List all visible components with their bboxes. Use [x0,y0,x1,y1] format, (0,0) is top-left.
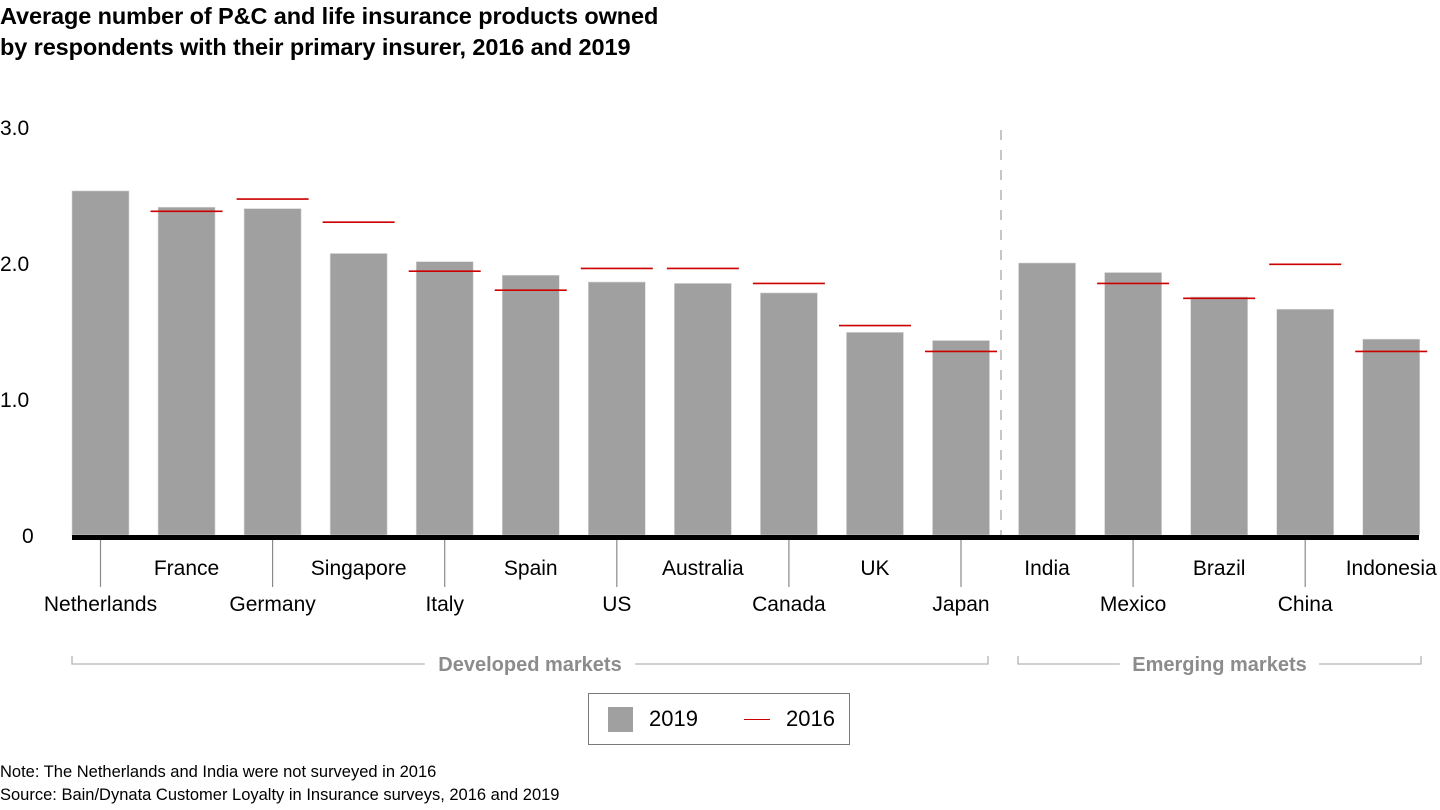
x-label-brazil: Brazil [1193,557,1246,580]
lines-2016 [150,198,1428,353]
x-label-singapore: Singapore [311,557,407,580]
x-label-france: France [154,557,219,580]
bar-2019-australia [674,283,732,536]
x-axis-baseline [72,535,1419,540]
bar-2019-china [1276,308,1334,536]
x-ticks [99,540,1306,587]
bar-2019-india [1018,262,1076,536]
bar-2019-france [157,206,216,536]
x-label-canada: Canada [752,593,826,616]
x-label-germany: Germany [229,593,316,616]
legend-label-2019: 2019 [649,706,698,731]
group-bracket-developed-markets [71,656,989,665]
bar-2019-singapore [329,253,388,536]
x-label-netherlands: Netherlands [44,593,157,616]
legend-item-2019: 2019 [608,694,698,744]
x-label-china: China [1278,593,1333,616]
bar-2019-indonesia [1362,338,1421,536]
x-labels: Netherlands France Germany Singapore Italy Sp… [44,557,1437,616]
bar-2019-us [587,281,646,536]
bar-2019-japan [932,340,990,536]
y-tick-label: 2.0 [0,253,29,276]
group-label-emerging-markets: Emerging markets [1132,654,1307,676]
y-axis: 0 1.0 2.0 3.0 [0,117,34,548]
footnotes: Note: The Netherlands and India were not… [0,761,560,807]
bar-2019-netherlands [71,190,130,536]
legend-line-2016 [744,718,770,720]
bar-2019-germany [243,208,302,536]
bar-2019-spain [501,274,560,536]
legend-swatch-2019 [608,706,633,732]
x-label-indonesia: Indonesia [1346,557,1437,580]
x-label-us: US [602,593,631,616]
group-bracket-emerging-markets [1017,656,1422,665]
bar-2019-mexico [1104,272,1162,536]
group-brackets: Developed markets Emerging markets [71,654,1422,676]
bar-2019-brazil [1190,296,1248,536]
x-label-spain: Spain [504,557,558,580]
chart-title-line-2: by respondents with their primary insure… [0,34,631,60]
x-label-australia: Australia [662,557,744,580]
bar-2019-italy [415,261,474,536]
bars-2019 [71,190,1421,536]
y-tick-label: 0 [22,525,34,548]
bar-2019-canada [760,292,818,536]
legend-label-2016: 2016 [786,706,835,731]
x-label-india: India [1024,557,1070,580]
x-label-uk: UK [860,557,889,580]
chart-title-line-1: Average number of P&C and life insurance… [0,3,659,29]
legend-item-2016: 2016 [744,694,835,744]
y-tick-label: 1.0 [0,389,29,412]
group-label-developed-markets: Developed markets [438,654,621,676]
x-label-italy: Italy [425,593,464,616]
y-tick-label: 3.0 [0,117,29,140]
bar-chart: 0 1.0 2.0 3.0 Netherlands France Germany Singa… [0,117,1437,676]
x-label-japan: Japan [932,593,989,616]
bar-2019-uk [846,332,904,536]
note-text: Note: The Netherlands and India were not… [0,763,437,781]
source-text: Source: Bain/Dynata Customer Loyalty in … [0,786,560,804]
legend: 2019 2016 [588,693,850,745]
chart-title: Average number of P&C and life insurance… [0,1,658,63]
x-label-mexico: Mexico [1100,593,1167,616]
